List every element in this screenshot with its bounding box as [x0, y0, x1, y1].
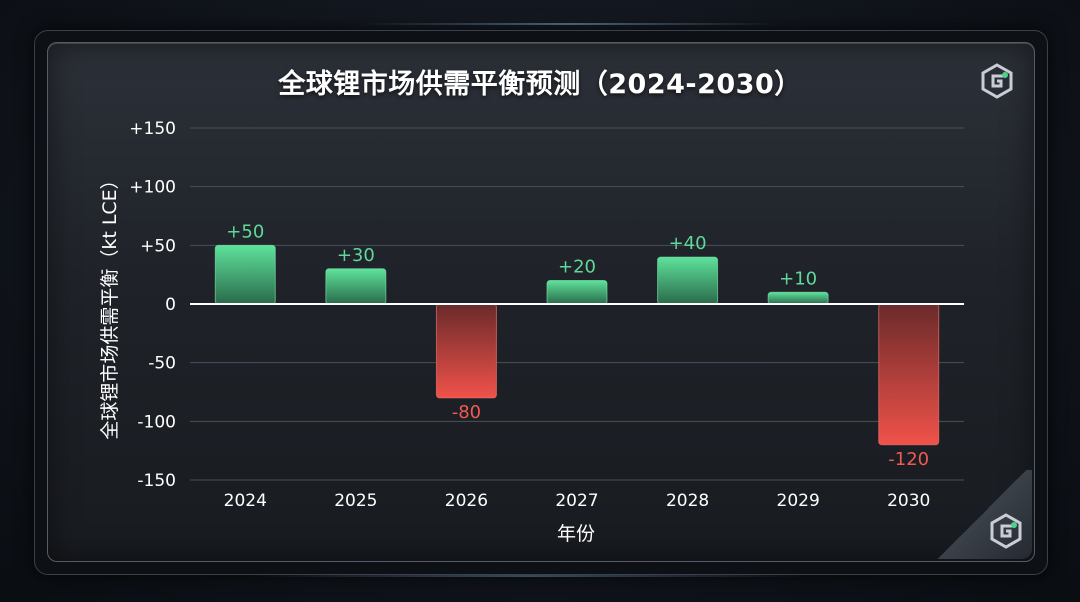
y-tick-label: -100	[137, 412, 176, 432]
x-tick-label: 2029	[777, 491, 820, 511]
bar-value-label: +50	[226, 221, 264, 242]
bar-2030	[878, 303, 940, 446]
bar-value-label: +40	[669, 233, 707, 254]
decor-glow-top	[360, 23, 780, 25]
bar-2026	[435, 303, 497, 399]
bar-value-label: +20	[558, 257, 596, 278]
chart-title: 全球锂市场供需平衡预测（2024-2030）	[278, 69, 802, 100]
bar-value-label: -120	[888, 449, 929, 470]
x-axis-title: 年份	[557, 523, 595, 545]
bar-2029	[767, 291, 829, 305]
y-tick-label: +150	[129, 119, 176, 139]
y-tick-label: +100	[129, 178, 176, 198]
bar-value-label: +10	[779, 268, 817, 289]
corner-decoration	[932, 470, 1032, 559]
bar-2024	[214, 244, 276, 305]
bar-value-label: +30	[337, 245, 375, 266]
y-tick-label: 0	[165, 295, 176, 315]
x-tick-label: 2024	[224, 491, 267, 511]
x-tick-label: 2027	[555, 491, 598, 511]
chart-panel	[47, 42, 1035, 562]
bar-2028	[657, 256, 719, 305]
brand-logo-corner-icon	[990, 513, 1022, 549]
y-axis-title: 全球锂市场供需平衡（kt LCE）	[99, 170, 121, 439]
x-tick-label: 2028	[666, 491, 709, 511]
bar-2025	[325, 268, 387, 305]
bar-2027	[546, 280, 608, 305]
x-tick-label: 2025	[334, 491, 377, 511]
x-tick-label: 2026	[445, 491, 488, 511]
x-tick-label: 2030	[887, 491, 930, 511]
y-tick-label: -50	[148, 354, 176, 374]
decor-glow-bottom	[250, 575, 810, 577]
brand-logo-icon	[981, 63, 1013, 99]
y-tick-label: -150	[137, 471, 176, 491]
y-tick-label: +50	[140, 236, 176, 256]
bar-value-label: -80	[452, 402, 481, 423]
